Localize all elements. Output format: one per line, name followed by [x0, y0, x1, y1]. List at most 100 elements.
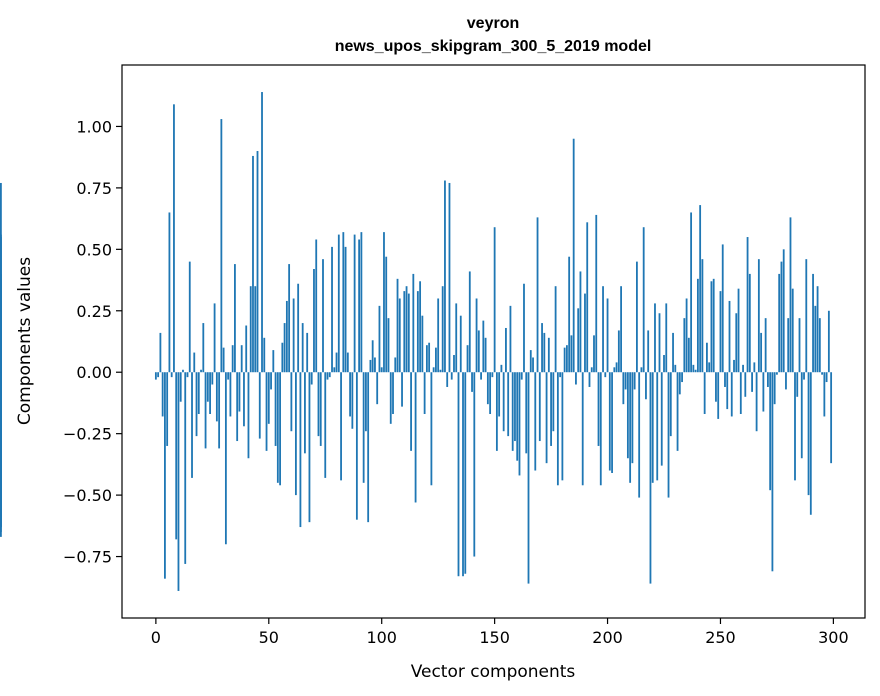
bar [355, 372, 358, 520]
bar [448, 182, 451, 373]
bar [818, 318, 821, 373]
bar [581, 372, 584, 486]
bar [360, 232, 363, 373]
bar [570, 335, 573, 373]
bar [186, 372, 189, 378]
bar [624, 372, 627, 390]
bar [694, 369, 697, 373]
bar [211, 372, 214, 385]
bar [351, 372, 354, 429]
bar [486, 372, 489, 405]
bar [577, 308, 580, 373]
bar [509, 305, 512, 373]
bar [554, 286, 557, 373]
y-tick-label: −0.50 [63, 486, 112, 505]
bar [306, 332, 309, 373]
bar [231, 345, 234, 373]
bar [805, 259, 808, 373]
bar [654, 303, 656, 373]
bar [493, 227, 496, 373]
bar [588, 372, 591, 387]
bar [369, 359, 372, 373]
bar [437, 298, 440, 373]
bar [412, 273, 415, 373]
bar [299, 372, 302, 528]
bar [358, 239, 361, 373]
bar [290, 372, 293, 432]
bar [556, 372, 559, 486]
bar [825, 372, 828, 383]
bar [378, 305, 381, 373]
bar [602, 286, 604, 373]
bar [525, 372, 528, 454]
bar [317, 372, 320, 437]
bar [823, 372, 826, 417]
bar [541, 323, 543, 373]
bar [690, 212, 693, 373]
bar [292, 298, 295, 373]
bar [281, 342, 284, 373]
bar [182, 369, 184, 373]
bar [462, 372, 464, 577]
bar [482, 320, 485, 373]
bar [240, 345, 243, 373]
bar [751, 372, 753, 392]
bar [177, 372, 180, 591]
bar [800, 372, 803, 459]
bar [595, 214, 598, 373]
bar [319, 372, 322, 446]
bar [735, 313, 738, 373]
bar [396, 278, 399, 373]
bar [579, 271, 582, 373]
bar [552, 372, 555, 432]
bar [313, 269, 315, 373]
bar [466, 345, 469, 373]
bar [362, 372, 365, 483]
bar [631, 372, 634, 464]
bar [383, 232, 385, 373]
bar [762, 372, 765, 412]
bar [599, 372, 602, 486]
bar [633, 372, 636, 390]
bar [656, 372, 659, 481]
bar [209, 372, 211, 414]
bar [622, 372, 625, 405]
bar [803, 372, 805, 380]
bar [435, 347, 437, 373]
bar [464, 372, 467, 574]
bar [274, 372, 277, 446]
bar [771, 372, 774, 572]
bar [638, 372, 641, 498]
y-tick-label: 0.50 [76, 240, 112, 259]
y-axis-ticks: −0.75 −0.50 −0.25 0.00 0.25 0.50 0.75 1.00 [63, 117, 122, 567]
bar [615, 362, 618, 373]
bar [674, 364, 677, 373]
bar [159, 332, 162, 373]
bar [191, 372, 193, 478]
y-tick-label: 0.75 [76, 179, 112, 198]
bar [717, 372, 720, 419]
bar [696, 278, 699, 373]
bar [457, 372, 460, 577]
bar [220, 119, 223, 373]
bar [782, 249, 785, 373]
x-axis-ticks: 0 50 100 150 200 250 300 [151, 618, 849, 647]
bar [681, 372, 683, 383]
bar [154, 372, 157, 380]
bar [439, 369, 442, 373]
bar [500, 364, 503, 373]
bar [498, 372, 501, 417]
bar [403, 291, 406, 373]
bar [809, 372, 812, 515]
bar [642, 227, 645, 373]
bar [586, 222, 589, 373]
bar [288, 264, 291, 373]
bar [645, 372, 647, 400]
bar [195, 372, 198, 437]
bar [344, 246, 347, 373]
bar [157, 372, 160, 378]
bar [511, 372, 514, 451]
bar [559, 372, 562, 378]
bar [730, 372, 733, 417]
